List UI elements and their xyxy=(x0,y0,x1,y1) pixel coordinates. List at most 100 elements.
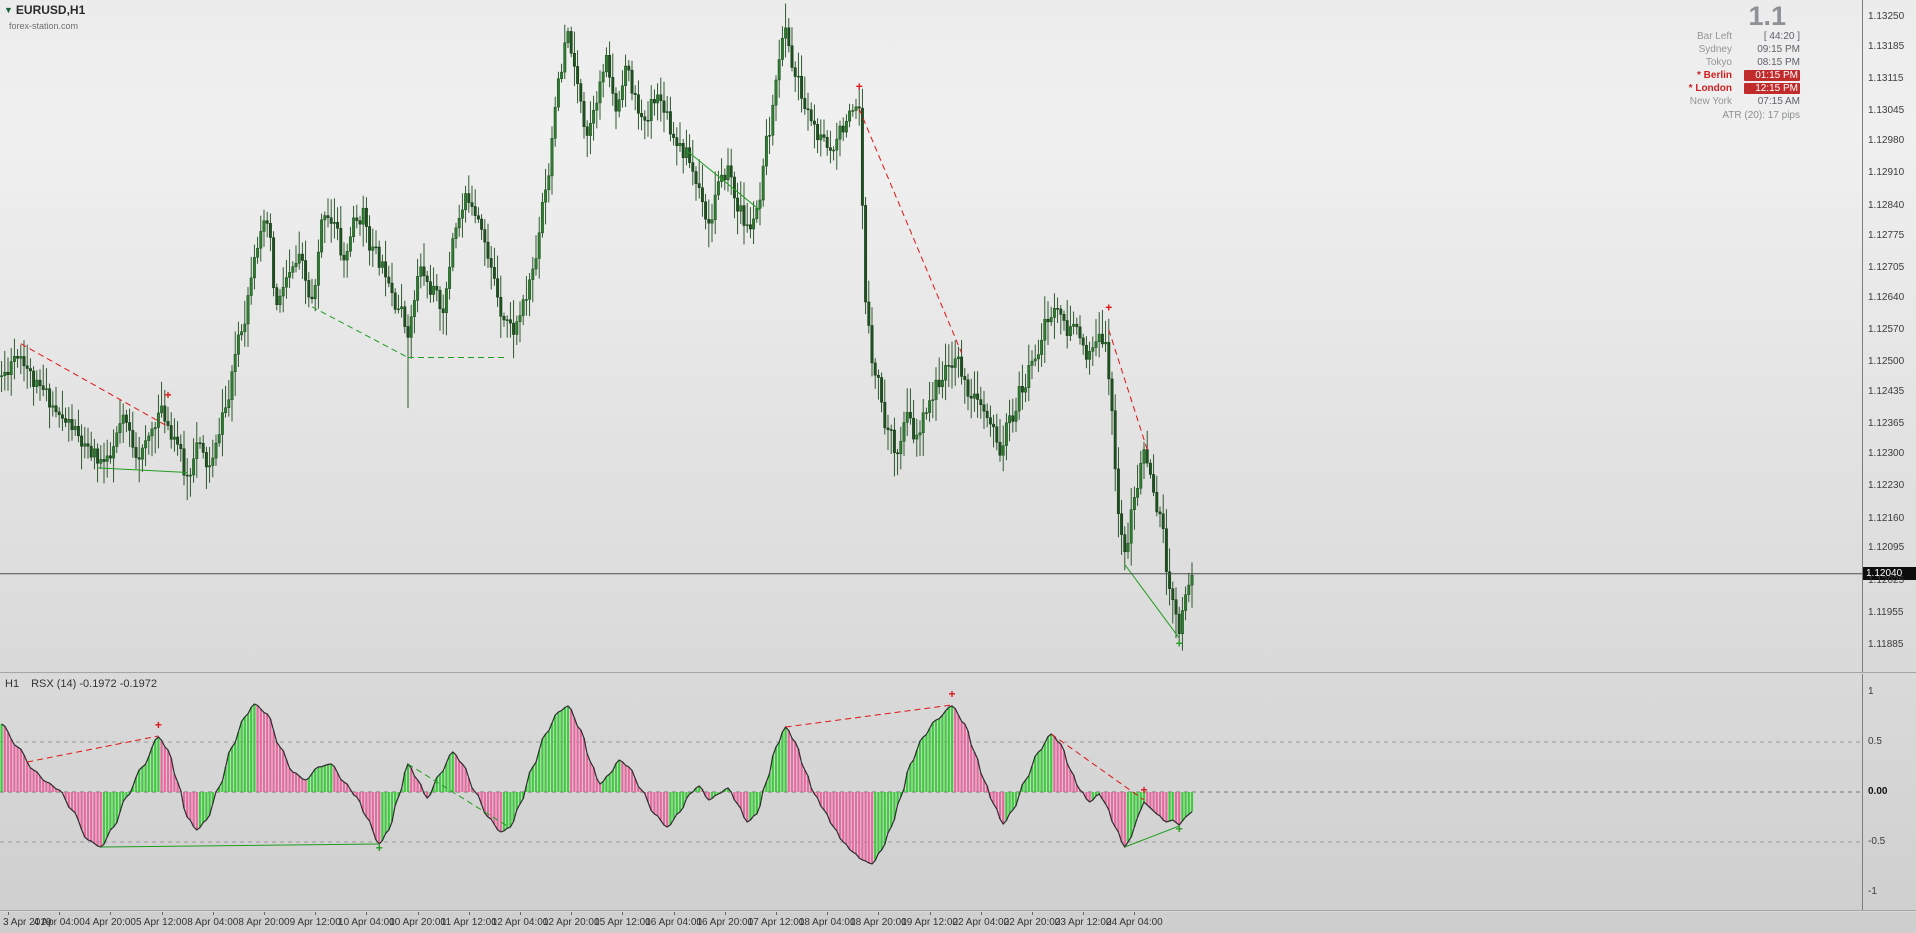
price-axis-label: 1.12980 xyxy=(1868,135,1905,147)
svg-text:+: + xyxy=(1140,783,1147,797)
rsx-histogram xyxy=(0,704,1194,864)
price-axis-label: 1.12300 xyxy=(1868,448,1905,460)
rsx-canvas[interactable]: + + + + + xyxy=(0,674,1862,910)
market-session-label: * London xyxy=(1688,83,1732,94)
market-hours-rows: Bar Left [ 44:20 ] Sydney 09:15 PM Tokyo 08:1… xyxy=(1570,30,1800,108)
market-hours-row: * Berlin 01:15 PM xyxy=(1570,69,1800,82)
time-axis-tick xyxy=(929,912,931,915)
watermark: forex-station.com xyxy=(9,21,79,31)
pane-splitter-bottom[interactable] xyxy=(0,910,1916,912)
price-axis-label: 1.12910 xyxy=(1868,167,1905,179)
time-axis-tick xyxy=(59,912,61,915)
time-axis-tick xyxy=(827,912,829,915)
time-axis-label: 16 Apr 20:00 xyxy=(696,917,754,928)
divergence-markers-layer: + + + + xyxy=(164,80,1182,651)
time-axis-tick xyxy=(110,912,112,915)
time-axis-tick xyxy=(161,912,163,915)
price-axis-label: 1.13250 xyxy=(1868,11,1905,22)
time-axis-label: 3 Apr 2019 xyxy=(3,917,52,928)
time-axis-tick xyxy=(366,912,368,915)
price-axis-label: 1.12570 xyxy=(1868,323,1905,335)
time-axis-tick xyxy=(264,912,265,915)
symbol-label: ▼ EURUSD,H1 forex-station.com xyxy=(4,3,86,31)
time-axis-tick xyxy=(622,912,624,915)
svg-text:+: + xyxy=(1105,300,1112,314)
pane-splitter[interactable] xyxy=(0,672,1916,674)
indicator-axis-label: -1 xyxy=(1868,886,1877,897)
symbol-text: EURUSD,H1 xyxy=(15,3,86,17)
rsx-indicator-pane[interactable]: + + + + + H1 RSX (14) -0.1972 -0.1972 xyxy=(0,674,1862,910)
price-axis-label: 1.12435 xyxy=(1868,386,1905,397)
svg-text:+: + xyxy=(948,687,955,701)
svg-text:+: + xyxy=(155,718,162,732)
time-axis-label: 15 Apr 12:00 xyxy=(594,917,651,928)
time-axis-label: 9 Apr 12:00 xyxy=(289,917,341,928)
time-axis-label: 11 Apr 12:00 xyxy=(440,917,497,928)
time-axis-tick xyxy=(571,912,573,915)
price-axis-label: 1.13185 xyxy=(1868,40,1905,52)
rsx-envelope-line xyxy=(1,703,1193,865)
time-axis-label: 5 Apr 12:00 xyxy=(136,917,188,928)
price-axis[interactable]: 1.12040 1.13250 1.13185 1.13115 1.13045 1.12… xyxy=(1862,0,1916,672)
time-axis-label: 8 Apr 20:00 xyxy=(238,917,290,928)
market-session-time: 07:15 AM xyxy=(1757,96,1800,107)
time-axis-tick xyxy=(8,912,9,915)
time-axis-label: 16 Apr 04:00 xyxy=(645,917,702,928)
svg-text:+: + xyxy=(856,80,863,94)
price-chart-canvas[interactable]: + + + + xyxy=(0,0,1862,672)
indicator-axis[interactable]: 1 0.5 0.00 -0.5 -1 xyxy=(1862,674,1916,910)
time-axis-label: 18 Apr 04:00 xyxy=(798,917,856,928)
market-session-time: 09:15 PM xyxy=(1757,44,1800,55)
time-axis-tick xyxy=(724,912,726,915)
market-session-label: * Berlin xyxy=(1696,70,1732,81)
price-axis-label: 1.13045 xyxy=(1868,105,1905,117)
svg-text:+: + xyxy=(1176,822,1183,836)
zigzag-lines-layer xyxy=(20,108,1180,639)
time-axis-label: 18 Apr 20:00 xyxy=(850,917,907,928)
price-chart-pane[interactable]: + + + + ▼ EURUSD,H1 forex-station.com 1.1 Ba… xyxy=(0,0,1862,672)
market-session-time: [ 44:20 ] xyxy=(1763,31,1800,42)
time-axis[interactable]: 3 Apr 2019 4 Apr 04:00 4 Apr 20:00 5 Apr 12… xyxy=(0,912,1916,933)
market-session-label: Sydney xyxy=(1698,44,1732,55)
chart-dropdown-icon[interactable]: ▼ xyxy=(4,5,13,15)
price-axis-label: 1.12160 xyxy=(1868,512,1905,524)
time-axis-tick xyxy=(878,912,880,915)
time-axis-label: 17 Apr 12:00 xyxy=(747,917,805,928)
price-axis-label: 1.12640 xyxy=(1868,291,1905,303)
time-axis-tick xyxy=(520,912,521,915)
price-axis-label: 1.12095 xyxy=(1868,542,1905,554)
indicator-name-values: RSX (14) -0.1972 -0.1972 xyxy=(31,678,158,690)
price-axis-label: 1.13115 xyxy=(1868,73,1904,85)
indicator-axis-label: -0.5 xyxy=(1868,836,1886,847)
time-axis-tick xyxy=(468,912,470,915)
market-session-label: New York xyxy=(1689,96,1732,107)
time-axis-tick xyxy=(980,912,982,915)
time-axis-label: 12 Apr 04:00 xyxy=(491,917,549,928)
indicator-timeframe: H1 xyxy=(5,678,20,690)
market-hours-row: Sydney 09:15 PM xyxy=(1570,43,1800,56)
market-hours-row: Tokyo 08:15 PM xyxy=(1570,56,1800,69)
time-axis-label: 12 Apr 20:00 xyxy=(542,917,600,928)
time-axis-tick xyxy=(673,912,675,915)
market-hours-panel: 1.1 Bar Left[ 44:20 ] Sydney 09:15 PM Tokyo… xyxy=(1570,2,1800,123)
market-hours-row: Bar Left [ 44:20 ] xyxy=(1570,30,1800,43)
price-axis-label: 1.11955 xyxy=(1868,606,1904,618)
price-axis-label: 1.12840 xyxy=(1868,199,1905,211)
rsx-level-lines xyxy=(0,741,1862,843)
time-axis-tick xyxy=(1032,912,1033,915)
svg-text:+: + xyxy=(376,841,383,855)
time-axis-tick xyxy=(1134,912,1136,915)
market-session-label: Tokyo xyxy=(1705,57,1732,68)
current-price-badge: 1.12040 xyxy=(1863,567,1916,581)
indicator-axis-label: 0.00 xyxy=(1868,786,1888,797)
time-axis-tick xyxy=(212,912,214,915)
time-axis-label: 10 Apr 20:00 xyxy=(389,917,446,928)
price-axis-label: 1.12230 xyxy=(1868,480,1905,492)
market-session-time: 12:15 PM xyxy=(1744,83,1800,94)
price-axis-label: 1.12365 xyxy=(1868,418,1905,430)
rsx-divergence-markers: + + + + + xyxy=(155,687,1183,855)
rsx-divergence-lines xyxy=(27,704,1180,848)
time-axis-label: 19 Apr 12:00 xyxy=(901,917,958,928)
atr-value: ATR (20): 17 pips xyxy=(1722,110,1800,121)
